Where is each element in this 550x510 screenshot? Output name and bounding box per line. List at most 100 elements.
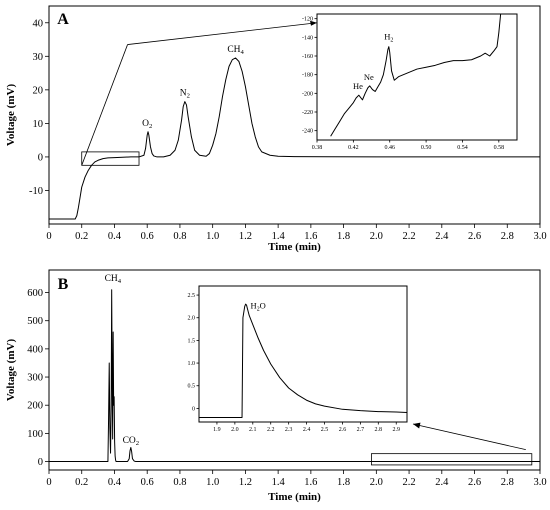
inset-y-tick-label-b: 0: [192, 406, 195, 412]
x-tick-label-b: 2.2: [403, 477, 416, 488]
peak-label-b-subscript: 4: [118, 278, 122, 285]
x-tick-label-a: 0.2: [75, 231, 88, 242]
chromatogram-trace-a: [49, 57, 540, 220]
x-tick-label-a: 0: [46, 231, 51, 242]
x-axis-title-a: Time (min): [268, 241, 321, 253]
inset-peak-label-a-main: H: [384, 32, 390, 42]
inset-trace-b: [199, 303, 407, 418]
x-tick-label-a: 1.0: [206, 231, 219, 242]
y-tick-label-a: 40: [33, 18, 44, 29]
inset-peak-label-b-main: H: [251, 300, 257, 310]
peak-label-b-subscript: 2: [136, 440, 139, 447]
x-tick-label-a: 2.6: [468, 231, 481, 242]
inset-peak-label-b-subscript: 2: [257, 306, 260, 312]
peak-label-a-main: O: [142, 119, 149, 129]
peak-label-a-main: N: [180, 89, 187, 99]
x-tick-label-a: 2.8: [501, 231, 514, 242]
inset-x-tick-label-b: 2.1: [249, 427, 257, 433]
y-axis-title-b: Voltage (mV): [5, 339, 17, 402]
inset-x-tick-label-b: 2.9: [392, 427, 400, 433]
y-tick-label-a: 10: [33, 119, 44, 130]
panel-label-b: B: [58, 276, 69, 293]
y-axis-title-a: Voltage (mV): [5, 84, 17, 147]
panel-b-chart: 0 0.2 0.4 0.6 0.8 1.0 1.2 1.4 1.6 1.8 2.0 2.2 2.4 2.6…: [5, 269, 547, 503]
inset-frame-a: [316, 13, 518, 141]
peak-label-a-subscript: 4: [241, 49, 245, 56]
inset-x-tick-label-a: 0.42: [348, 145, 359, 151]
plot-frame-a: [48, 5, 541, 225]
peak-label-b-main: CH: [105, 274, 118, 284]
inset-peak-label-a: He: [353, 81, 363, 91]
inset-peak-label-a: Ne: [364, 72, 374, 82]
inset-x-tick-label-a: 0.38: [312, 145, 323, 151]
panel-a-chart: 0 0.2 0.4 0.6 0.8 1.0 1.2 1.4 1.6 1.8 2.0 2.2 2.4 2.6…: [5, 5, 547, 253]
inset-peak-label-a: H2: [384, 32, 393, 44]
x-tick-label-b: 2.8: [501, 477, 514, 488]
inset-peak-label-a-subscript: 2: [390, 38, 393, 44]
x-tick-label-a: 0.8: [173, 231, 186, 242]
peak-label-a: N2: [180, 89, 190, 100]
x-tick-label-a: 1.6: [304, 231, 317, 242]
x-tick-label-b: 0.6: [141, 477, 154, 488]
x-tick-label-a: 1.4: [272, 231, 286, 242]
x-tick-label-b: 1.8: [337, 477, 350, 488]
peak-label-a-subscript: 2: [187, 93, 190, 100]
x-tick-label-b: 1.0: [206, 477, 219, 488]
chromatogram-trace-b: [49, 289, 540, 463]
connector-line-a: [81, 44, 128, 166]
x-tick-label-a: 2.4: [435, 231, 449, 242]
inset-y-tick-label-b: 0.5: [188, 384, 196, 390]
inset-x-tick-label-b: 1.9: [213, 427, 221, 433]
inset-x-tick-label-a: 0.46: [384, 145, 395, 151]
inset-x-tick-label-b: 2.5: [321, 427, 329, 433]
y-tick-label-b: 100: [27, 429, 43, 440]
inset-peak-label-a-main: He: [353, 81, 363, 91]
x-tick-label-a: 0.6: [141, 231, 154, 242]
y-tick-label-a: -10: [29, 186, 43, 197]
zoom-box-a: [81, 151, 140, 166]
x-tick-label-b: 0.2: [75, 477, 88, 488]
inset-y-tick-label-a: -220: [302, 110, 313, 116]
y-tick-label-b: 600: [27, 288, 43, 299]
inset-x-tick-label-b: 2.0: [231, 427, 239, 433]
inset-x-tick-label-b: 2.7: [357, 427, 365, 433]
inset-y-tick-label-a: -120: [302, 17, 313, 23]
inset-x-tick-label-a: 0.50: [421, 145, 432, 151]
x-axis-title-b: Time (min): [268, 491, 321, 503]
x-tick-label-b: 0.8: [173, 477, 186, 488]
inset-y-tick-label-b: 2.5: [188, 293, 196, 299]
connector-line-b: [412, 423, 526, 451]
y-tick-label-a: 30: [33, 52, 44, 63]
x-tick-label-b: 1.4: [272, 477, 286, 488]
y-tick-label-b: 200: [27, 401, 43, 412]
x-tick-label-b: 1.6: [304, 477, 317, 488]
peak-label-a: CH4: [227, 45, 244, 56]
arrow-head-a: [310, 20, 317, 26]
x-tick-label-a: 2.2: [403, 231, 416, 242]
x-tick-label-b: 1.2: [239, 477, 252, 488]
x-tick-label-b: 2.6: [468, 477, 481, 488]
peak-label-a: O2: [142, 119, 152, 130]
inset-x-tick-label-b: 2.6: [339, 427, 347, 433]
y-tick-label-a: 0: [38, 152, 43, 163]
inset-x-tick-label-b: 2.3: [285, 427, 293, 433]
inset-peak-label-b-suffix: O: [260, 300, 266, 310]
y-tick-label-b: 0: [38, 457, 43, 468]
peak-label-b: CH4: [105, 274, 122, 285]
peak-label-a-main: CH: [227, 45, 240, 55]
panel-label-a: A: [57, 11, 69, 28]
inset-y-tick-label-a: -180: [302, 73, 313, 79]
plot-frame-b: [48, 269, 541, 471]
inset-y-tick-label-b: 1.5: [188, 338, 196, 344]
inset-peak-label-a-main: Ne: [364, 72, 374, 82]
inset-x-tick-label-b: 2.8: [375, 427, 383, 433]
x-tick-label-b: 2.4: [435, 477, 449, 488]
inset-y-tick-label-a: -160: [302, 54, 313, 60]
peak-label-a-subscript: 2: [149, 123, 152, 130]
inset-y-tick-label-b: 2.0: [188, 316, 196, 322]
zoom-box-b: [371, 453, 533, 466]
inset-x-tick-label-a: 0.54: [457, 145, 468, 151]
inset-peak-label-b: H2O: [251, 300, 266, 312]
inset-y-tick-label-a: -200: [302, 91, 313, 97]
